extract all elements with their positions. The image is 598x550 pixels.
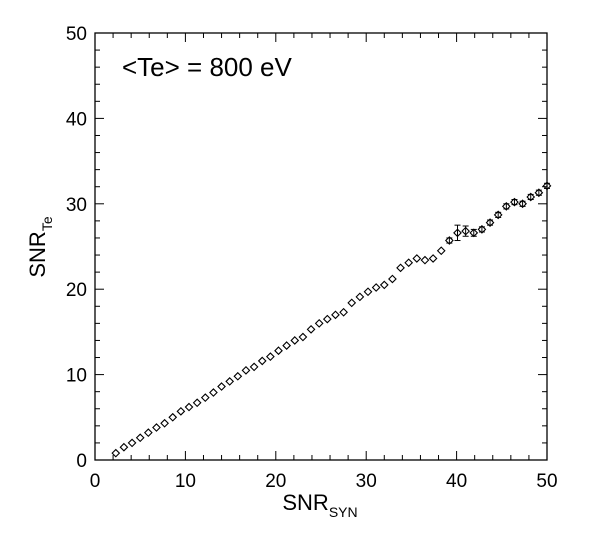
plot-frame — [94, 32, 548, 461]
x-tick-label: 50 — [536, 471, 557, 492]
axis-ticks — [94, 32, 548, 461]
x-axis-title-sub: SYN — [329, 504, 358, 520]
data-point — [339, 307, 348, 317]
data-point — [233, 371, 243, 381]
data-point — [111, 448, 121, 458]
data-point — [168, 412, 178, 422]
data-point — [371, 283, 381, 292]
data-point — [249, 362, 259, 372]
data-point — [322, 314, 332, 324]
y-tick-label: 0 — [76, 451, 87, 472]
data-point — [526, 192, 536, 202]
data-point — [184, 402, 194, 412]
y-tick-label: 30 — [66, 195, 87, 216]
data-point — [420, 255, 430, 265]
data-point — [298, 332, 308, 342]
data-point — [217, 382, 226, 391]
data-point — [160, 418, 169, 428]
x-axis-title-main: SNR — [282, 490, 328, 515]
y-axis-title-main: SNR — [25, 231, 50, 277]
data-point — [347, 298, 357, 308]
data-point — [355, 292, 365, 302]
data-point — [396, 263, 405, 273]
data-point — [265, 352, 275, 362]
data-point — [306, 324, 316, 334]
data-point — [225, 377, 235, 386]
annotation-text: <Te> = 800 eV — [122, 52, 293, 82]
data-point — [363, 287, 373, 297]
data-point — [485, 218, 495, 227]
tick-labels: 0 10 20 30 40 50 0 10 20 30 40 50 — [66, 24, 558, 492]
data-point — [274, 346, 283, 356]
data-point — [493, 210, 503, 220]
data-point — [192, 398, 202, 408]
data-point — [127, 438, 137, 448]
data-point — [542, 181, 552, 191]
data-point — [461, 226, 471, 236]
data-point — [379, 280, 389, 290]
y-axis-title: SNRTe — [25, 216, 55, 277]
data-point — [176, 406, 186, 416]
data-point — [404, 258, 414, 268]
x-tick-label: 40 — [446, 471, 467, 492]
y-tick-label: 10 — [66, 366, 87, 387]
x-tick-label: 30 — [356, 471, 377, 492]
data-point — [444, 236, 454, 245]
data-points — [111, 181, 552, 458]
data-point — [200, 393, 210, 403]
data-point — [152, 423, 161, 432]
data-point — [314, 318, 324, 328]
x-axis-title: SNRSYN — [282, 490, 357, 520]
data-point — [412, 254, 422, 263]
y-tick-label: 50 — [66, 24, 87, 45]
data-point — [241, 365, 251, 375]
data-point — [209, 388, 218, 397]
y-tick-label: 20 — [66, 280, 87, 301]
data-point — [501, 201, 511, 211]
data-point — [436, 246, 446, 256]
data-point — [477, 225, 487, 234]
y-tick-label: 40 — [66, 109, 87, 130]
data-point — [518, 199, 527, 209]
data-point — [388, 274, 397, 284]
data-point — [119, 442, 129, 452]
x-tick-label: 10 — [175, 471, 196, 492]
data-point — [428, 254, 438, 263]
data-point — [469, 228, 479, 238]
data-point — [257, 356, 267, 366]
data-point — [510, 197, 519, 207]
data-point — [534, 188, 544, 198]
data-point — [453, 228, 462, 238]
data-point — [135, 433, 145, 443]
data-point — [290, 336, 300, 345]
data-point — [143, 428, 153, 438]
data-point — [282, 341, 292, 350]
x-tick-label: 0 — [90, 471, 101, 492]
data-point — [331, 310, 340, 320]
y-axis-title-sub: Te — [39, 216, 55, 231]
x-tick-label: 20 — [265, 471, 286, 492]
